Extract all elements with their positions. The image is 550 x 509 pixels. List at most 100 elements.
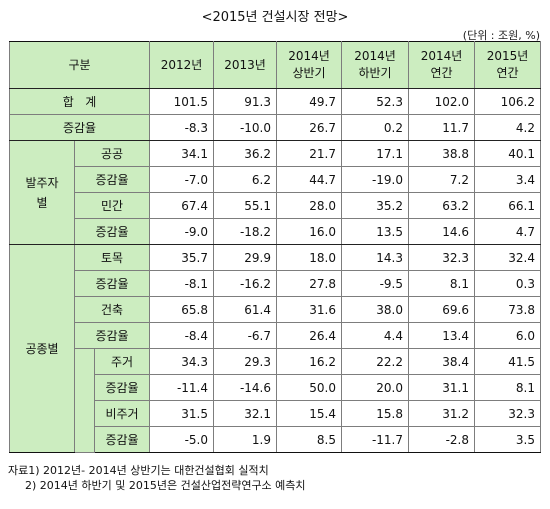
table-cell: 18.0	[276, 244, 342, 271]
table-cell: 102.0	[408, 88, 475, 115]
table-cell: 32.1	[213, 400, 277, 427]
table-cell: 4.7	[474, 218, 541, 245]
table-cell: 67.4	[149, 192, 214, 219]
table-row: 발주자 별 공공 34.1 36.2 21.7 17.1 38.8 40.1	[9, 140, 541, 245]
table-cell: 69.6	[408, 296, 475, 323]
table-cell: 34.1	[149, 140, 214, 167]
table-cell: 49.7	[276, 88, 342, 115]
table-cell: -11.4	[149, 374, 214, 401]
table-cell: 35.7	[149, 244, 214, 271]
table-cell: 40.1	[474, 140, 541, 167]
table-cell: -9.0	[149, 218, 214, 245]
header-category: 구분	[9, 41, 150, 89]
table-cell: 38.8	[408, 140, 475, 167]
table-cell: 0.2	[341, 114, 409, 141]
table-cell: 31.1	[408, 374, 475, 401]
table-cell: 6.0	[474, 322, 541, 349]
table-row: 증감율 -8.1 -16.2 27.8 -9.5 8.1 0.3	[10, 270, 541, 297]
table-cell: 26.4	[276, 322, 342, 349]
table-cell: -18.2	[213, 218, 277, 245]
source-note-1: 자료1) 2012년- 2014년 상반기는 대한건설협회 실적치	[8, 464, 269, 477]
table-cell: 13.4	[408, 322, 475, 349]
table-cell: 101.5	[149, 88, 214, 115]
table-cell: -2.8	[408, 426, 475, 453]
row-label: 증감율	[74, 218, 150, 245]
table-cell: 55.1	[213, 192, 277, 219]
table-cell: -14.6	[213, 374, 277, 401]
table-cell: 6.2	[213, 166, 277, 193]
table-cell: 13.5	[341, 218, 409, 245]
header-col-2013: 2013년	[213, 41, 277, 89]
table-cell: 17.1	[341, 140, 409, 167]
group-label-client: 발주자 별	[9, 140, 75, 245]
table-cell: 11.7	[408, 114, 475, 141]
table-cell: -16.2	[213, 270, 277, 297]
table-cell: 36.2	[213, 140, 277, 167]
table-cell: -7.0	[149, 166, 214, 193]
table-cell: 38.0	[341, 296, 409, 323]
table-row: 증감율 -8.3 -10.0 26.7 0.2 11.7 4.2	[9, 114, 541, 141]
table-cell: 32.3	[474, 400, 541, 427]
table-cell: 29.9	[213, 244, 277, 271]
source-note-2: 2) 2014년 하반기 및 2015년은 건설산업전략연구소 예측치	[25, 479, 306, 492]
table-cell: -8.4	[149, 322, 214, 349]
table-cell: 31.2	[408, 400, 475, 427]
table-cell: 66.1	[474, 192, 541, 219]
table-cell: 73.8	[474, 296, 541, 323]
table-cell: 106.2	[474, 88, 541, 115]
table-row: 합 계 101.5 91.3 49.7 52.3 102.0 106.2	[9, 88, 541, 115]
table-cell: -9.5	[341, 270, 409, 297]
table-row: 건축 65.8 61.4 31.6 38.0 69.6 73.8	[10, 296, 541, 323]
table-cell: 50.0	[276, 374, 342, 401]
table-row: 증감율 -7.0 6.2 44.7 -19.0 7.2 3.4	[10, 166, 541, 193]
indent-cell	[74, 348, 95, 453]
row-label: 토목	[74, 244, 150, 271]
table-cell: 15.4	[276, 400, 342, 427]
table-cell: 61.4	[213, 296, 277, 323]
table-row: 민간 67.4 55.1 28.0 35.2 63.2 66.1	[10, 192, 541, 219]
table-row: 공종별 토목 35.7 29.9 18.0 14.3 32.3 32.4	[9, 244, 541, 453]
table-cell: 21.7	[276, 140, 342, 167]
table-cell: 52.3	[341, 88, 409, 115]
table-cell: 44.7	[276, 166, 342, 193]
table-cell: 31.5	[149, 400, 214, 427]
table-cell: 31.6	[276, 296, 342, 323]
table-cell: 28.0	[276, 192, 342, 219]
table-cell: 8.1	[474, 374, 541, 401]
table-cell: -6.7	[213, 322, 277, 349]
table-cell: -19.0	[341, 166, 409, 193]
row-label: 증감율	[74, 166, 150, 193]
table-cell: 4.4	[341, 322, 409, 349]
row-label: 합 계	[9, 88, 150, 115]
row-label: 민간	[74, 192, 150, 219]
table-row: 증감율 -8.4 -6.7 26.4 4.4 13.4 6.0	[10, 322, 541, 349]
row-label: 증감율	[94, 374, 150, 401]
table-cell: 65.8	[149, 296, 214, 323]
table-row: 주거 34.3 29.3 16.2 22.2 38.4 41.5	[10, 348, 541, 453]
table-row: 증감율 -5.0 1.9 8.5 -11.7 -2.8 3.5	[10, 426, 541, 453]
row-label: 증감율	[74, 322, 150, 349]
row-label: 공공	[74, 140, 150, 167]
table-cell: 27.8	[276, 270, 342, 297]
table-cell: 16.0	[276, 218, 342, 245]
row-label: 주거	[94, 348, 150, 375]
table-cell: 34.3	[149, 348, 214, 375]
table-cell: -5.0	[149, 426, 214, 453]
table-cell: 29.3	[213, 348, 277, 375]
table-cell: 32.4	[474, 244, 541, 271]
table-cell: 20.0	[341, 374, 409, 401]
table-cell: 14.3	[341, 244, 409, 271]
table-cell: 14.6	[408, 218, 475, 245]
market-forecast-table: 구분 2012년 2013년 2014년 상반기 2014년 하반기 2014년…	[9, 41, 541, 453]
row-label: 증감율	[74, 270, 150, 297]
table-cell: 63.2	[408, 192, 475, 219]
table-cell: 41.5	[474, 348, 541, 375]
table-cell: 4.2	[474, 114, 541, 141]
row-label: 증감율	[94, 426, 150, 453]
table-cell: -8.1	[149, 270, 214, 297]
table-cell: 32.3	[408, 244, 475, 271]
table-row: 증감율 -9.0 -18.2 16.0 13.5 14.6 4.7	[10, 218, 541, 245]
header-col-2015-year: 2015년 연간	[474, 41, 541, 89]
header-col-2014-h2: 2014년 하반기	[341, 41, 409, 89]
table-row: 증감율 -11.4 -14.6 50.0 20.0 31.1 8.1	[10, 374, 541, 401]
